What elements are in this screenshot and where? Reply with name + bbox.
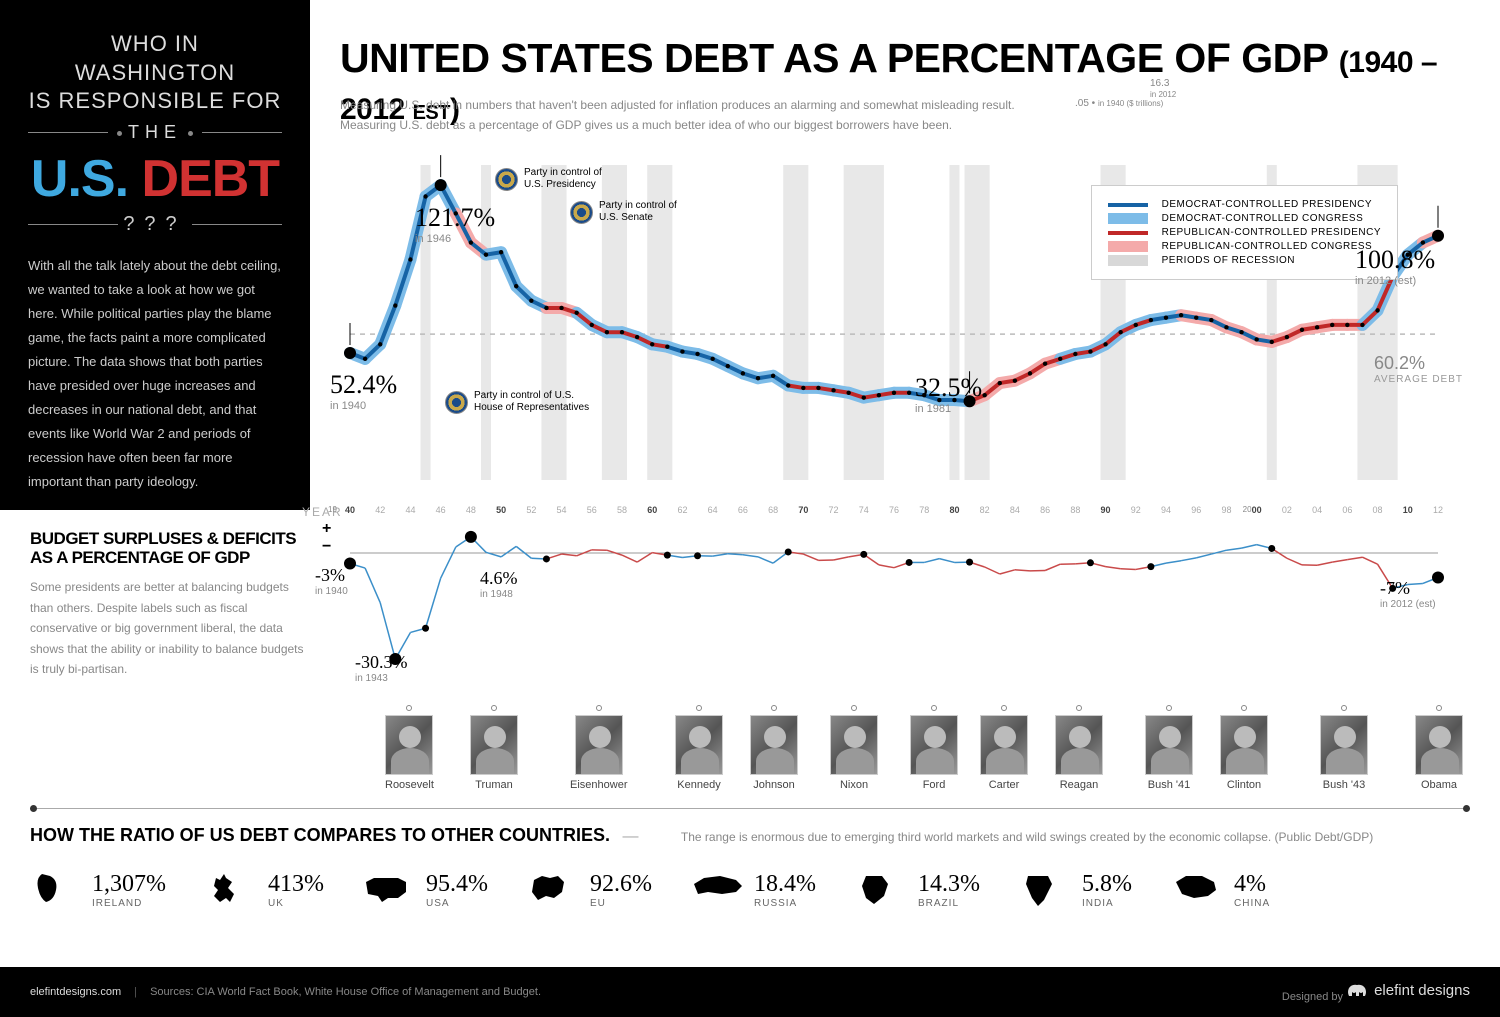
- president-clinton: Clinton: [1220, 705, 1268, 791]
- president-roosevelt: Roosevelt: [385, 705, 434, 791]
- house-seal-icon: [445, 391, 468, 414]
- president-kennedy: Kennedy: [675, 705, 723, 791]
- section-divider: [30, 808, 1470, 809]
- country-uk: 413%UK: [206, 871, 324, 909]
- callout-2012: 100.8%in 2012 (est): [1355, 245, 1435, 287]
- president-bush43: Bush '43: [1320, 705, 1368, 791]
- uk-silhouette-icon: [206, 872, 258, 908]
- compare-description: The range is enormous due to emerging th…: [681, 830, 1373, 844]
- sidebar-body: With all the talk lately about the debt …: [28, 254, 282, 494]
- sidebar-questionmarks: ???: [28, 213, 282, 236]
- country-russia: 18.4%RUSSIA: [692, 871, 816, 909]
- seal-senate: Party in control of U.S. Senate: [570, 200, 699, 224]
- callout-1981: 32.5%in 1981: [915, 373, 982, 415]
- china-silhouette-icon: [1172, 872, 1224, 908]
- budget-callout-2012: -7%in 2012 (est): [1380, 578, 1436, 610]
- president-photo: [385, 715, 433, 775]
- footer-domain: elefintdesigns.com: [30, 986, 121, 998]
- legend-item: DEMOCRAT-CONTROLLED PRESIDENCY: [1108, 199, 1381, 210]
- president-photo: [1220, 715, 1268, 775]
- usa-silhouette-icon: [364, 872, 416, 908]
- country-ireland: 1,307%IRELAND: [30, 871, 166, 909]
- sidebar-the: THE: [28, 122, 282, 143]
- elefint-logo: elefint designs: [1346, 982, 1470, 1000]
- footer-sources: Sources: CIA World Fact Book, White Hous…: [150, 986, 541, 998]
- legend-item: REPUBLICAN-CONTROLLED PRESIDENCY: [1108, 227, 1381, 238]
- budget-callout-1943: -30.3%in 1943: [355, 652, 408, 684]
- senate-seal-icon: [570, 201, 593, 224]
- country-china: 4%CHINA: [1172, 871, 1270, 909]
- president-truman: Truman: [470, 705, 518, 791]
- president-ford: Ford: [910, 705, 958, 791]
- president-johnson: Johnson: [750, 705, 798, 791]
- mini-stat-2012: 16.3in 2012: [1150, 78, 1176, 100]
- budget-callout-1940: -3%in 1940: [315, 565, 348, 597]
- budget-chart: +− -3%in 1940 -30.3%in 1943 4.6%in 1948 …: [340, 520, 1458, 670]
- president-photo: [910, 715, 958, 775]
- sidebar-usdebt: U.S. DEBT: [28, 149, 282, 209]
- president-eisenhower: Eisenhower: [570, 705, 627, 791]
- compare-section: HOW THE RATIO OF US DEBT COMPARES TO OTH…: [30, 825, 1470, 909]
- callout-1946: 121.7%in 1946: [415, 203, 495, 245]
- footer-credits: Designed by elefint designs: [1282, 982, 1470, 1003]
- debt-gdp-chart: DEMOCRAT-CONTROLLED PRESIDENCY DEMOCRAT-C…: [340, 155, 1458, 500]
- chart-legend: DEMOCRAT-CONTROLLED PRESIDENCY DEMOCRAT-C…: [1091, 185, 1398, 280]
- india-silhouette-icon: [1020, 872, 1072, 908]
- budget-title: BUDGET SURPLUSES & DEFICITS AS A PERCENT…: [30, 530, 310, 567]
- president-photo: [675, 715, 723, 775]
- budget-description: Some presidents are better at balancing …: [30, 577, 310, 679]
- russia-silhouette-icon: [692, 872, 744, 908]
- president-photo: [470, 715, 518, 775]
- president-carter: Carter: [980, 705, 1028, 791]
- eu-silhouette-icon: [528, 872, 580, 908]
- country-usa: 95.4%USA: [364, 871, 488, 909]
- sidebar-line1: WHO IN WASHINGTON: [28, 30, 282, 87]
- sidebar-line2: IS RESPONSIBLE FOR: [28, 87, 282, 116]
- president-photo: [575, 715, 623, 775]
- presidential-seal-icon: [495, 168, 518, 191]
- president-photo: [980, 715, 1028, 775]
- president-photo: [1055, 715, 1103, 775]
- brazil-silhouette-icon: [856, 872, 908, 908]
- budget-sidebar: BUDGET SURPLUSES & DEFICITS AS A PERCENT…: [30, 530, 310, 679]
- seal-house: Party in control of U.S. House of Repres…: [445, 390, 594, 414]
- plus-minus-label: +−: [322, 520, 331, 556]
- intro-sidebar: WHO IN WASHINGTON IS RESPONSIBLE FOR THE…: [0, 0, 310, 510]
- legend-item: PERIODS OF RECESSION: [1108, 255, 1381, 266]
- ireland-silhouette-icon: [30, 872, 82, 908]
- president-photo: [830, 715, 878, 775]
- legend-item: REPUBLICAN-CONTROLLED CONGRESS: [1108, 241, 1381, 252]
- country-eu: 92.6%EU: [528, 871, 652, 909]
- president-reagan: Reagan: [1055, 705, 1103, 791]
- average-label: 60.2%AVERAGE DEBT: [1374, 353, 1463, 385]
- president-bush41: Bush '41: [1145, 705, 1193, 791]
- president-photo: [1415, 715, 1463, 775]
- president-photo: [1145, 715, 1193, 775]
- president-photo: [1320, 715, 1368, 775]
- budget-callout-1948: 4.6%in 1948: [480, 568, 518, 600]
- president-photo: [750, 715, 798, 775]
- president-obama: Obama: [1415, 705, 1463, 791]
- legend-item: DEMOCRAT-CONTROLLED CONGRESS: [1108, 213, 1381, 224]
- footer: elefintdesigns.com | Sources: CIA World …: [0, 967, 1500, 1017]
- main-description: Measuring U.S. debt in numbers that have…: [340, 95, 1060, 136]
- country-brazil: 14.3%BRAZIL: [856, 871, 980, 909]
- country-india: 5.8%INDIA: [1020, 871, 1132, 909]
- compare-title: HOW THE RATIO OF US DEBT COMPARES TO OTH…: [30, 825, 610, 845]
- callout-1940: 52.4%in 1940: [330, 370, 397, 412]
- seal-presidency: Party in control of U.S. Presidency: [495, 167, 624, 191]
- president-nixon: Nixon: [830, 705, 878, 791]
